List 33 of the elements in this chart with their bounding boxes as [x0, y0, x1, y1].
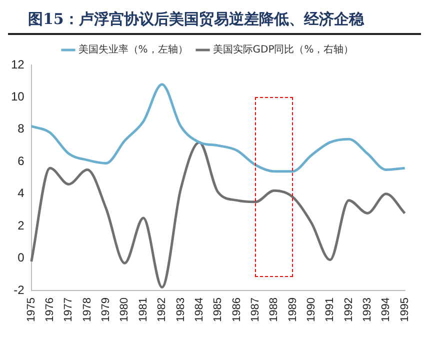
- legend-label: 美国失业率（%，左轴）: [78, 44, 188, 56]
- chart-title: 图15：卢浮宫协议后美国贸易逆差降低、经济企稳: [8, 8, 421, 35]
- y-tick-label: 6: [18, 154, 25, 168]
- x-tick-label: 1980: [118, 298, 131, 322]
- x-tick-label: 1984: [193, 298, 206, 322]
- x-tick-label: 1988: [268, 298, 280, 322]
- y-tick-label: -2: [14, 282, 25, 297]
- x-tick-label: 1986: [230, 298, 243, 322]
- x-tick-label: 1975: [25, 298, 38, 322]
- x-tick-label: 1978: [81, 298, 94, 322]
- x-tick-label: 1981: [137, 298, 150, 322]
- y-tick-label: 12: [10, 57, 25, 72]
- x-tick-label: 1985: [212, 298, 224, 322]
- x-tick-label: 1995: [398, 298, 411, 322]
- x-tick-label: 1983: [174, 298, 187, 322]
- x-tick-label: 1987: [249, 298, 262, 322]
- x-tick-label: 1982: [156, 298, 168, 322]
- y-tick-label: 2: [18, 218, 25, 232]
- y-tick-label: 10: [10, 90, 25, 104]
- x-tick-label: 1991: [324, 298, 336, 322]
- y-tick-label: 4: [18, 186, 25, 200]
- x-tick-label: 1994: [380, 298, 392, 322]
- x-tick-label: 1979: [100, 298, 112, 322]
- line-series: [30, 83, 406, 173]
- x-tick-label: 1977: [62, 298, 75, 322]
- x-tick-label: 1989: [286, 298, 299, 322]
- x-tick-label: 1976: [44, 298, 56, 322]
- x-tick-label: 1993: [361, 298, 374, 322]
- y-tick-label: 8: [18, 122, 25, 136]
- x-tick-label: 1992: [342, 298, 355, 322]
- x-tick-label: 1990: [305, 298, 318, 322]
- legend-label: 美国实际GDP同比（%，右轴）: [212, 44, 354, 56]
- y-tick-label: 0: [18, 250, 25, 265]
